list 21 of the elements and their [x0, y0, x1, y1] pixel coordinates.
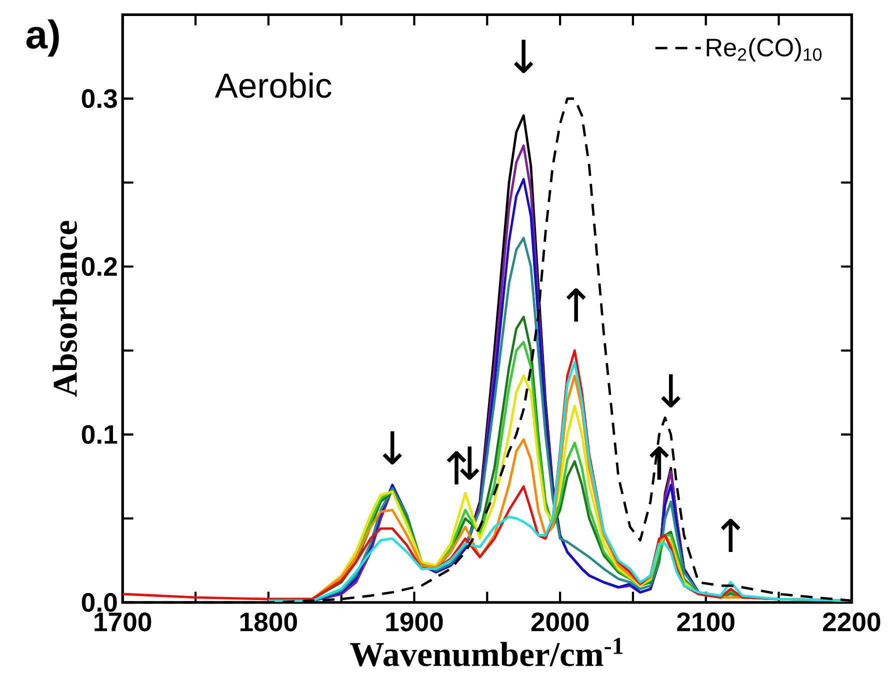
- annotation: ↓: [661, 374, 681, 408]
- annotation: ↓: [514, 40, 534, 74]
- y-tick-label: 0.0: [82, 593, 117, 612]
- annotation: ↑: [566, 288, 586, 322]
- x-tick-label: 1800: [240, 612, 297, 632]
- x-tick-label: 2000: [531, 612, 589, 632]
- annotation: Aerobic: [214, 72, 332, 98]
- legend-label: Re$_{2}$(CO)$_{10}$: [706, 38, 822, 62]
- annotation: ↑: [650, 446, 669, 480]
- x-tick-label: 2200: [822, 612, 880, 632]
- annotation: ↓: [382, 431, 402, 465]
- y-tick-label: 0.2: [82, 257, 117, 276]
- x-axis-title: Wavenumber/cm$^{-1}$: [350, 638, 623, 667]
- annotation: ↑: [720, 518, 740, 552]
- y-tick-label: 0.1: [82, 425, 118, 444]
- x-tick-label: 2100: [677, 612, 734, 632]
- y-tick-label: 0.3: [82, 89, 117, 108]
- x-tick-label: 1700: [94, 612, 152, 632]
- x-tick-label: 1900: [386, 612, 443, 632]
- y-axis-title: Absorbance: [52, 221, 78, 397]
- text: a): [26, 19, 59, 57]
